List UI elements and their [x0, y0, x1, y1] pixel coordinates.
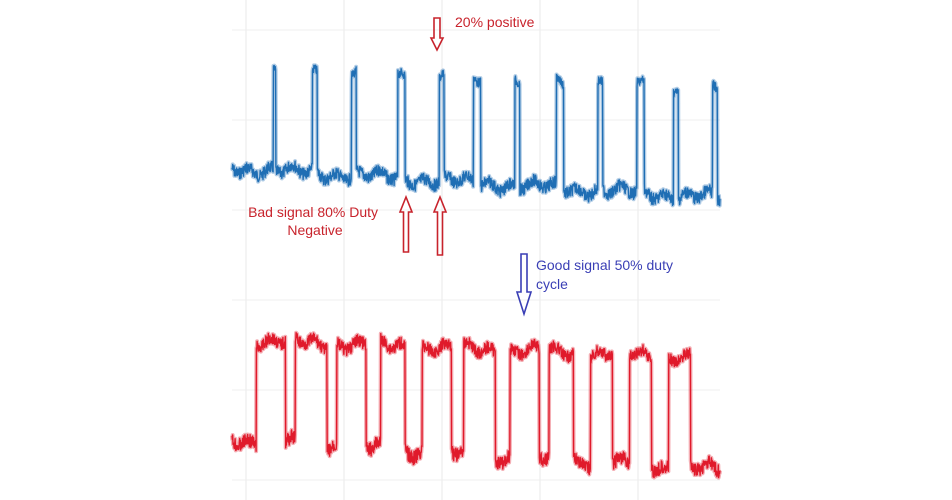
annotation-text: Good signal 50% duty cycle [536, 257, 677, 292]
grid-lines [232, 0, 720, 500]
annotation-text: Bad signal 80% Duty Negative [248, 204, 382, 238]
bad-signal-trace [231, 64, 721, 207]
annotation-20-positive: 20% positive [429, 14, 535, 52]
up-arrow-icon [432, 194, 448, 256]
down-arrow-icon [429, 17, 445, 52]
good-signal-trace [231, 332, 721, 479]
annotation-bad-signal: Bad signal 80% Duty Negative [248, 194, 448, 256]
signal-traces [230, 63, 722, 480]
bad-signal-noise-band [230, 63, 722, 208]
up-arrow-icon [398, 194, 414, 253]
annotation-text: 20% positive [455, 14, 535, 30]
down-arrow-icon [515, 253, 533, 317]
annotation-good-signal: Good signal 50% duty cycle [515, 253, 677, 317]
